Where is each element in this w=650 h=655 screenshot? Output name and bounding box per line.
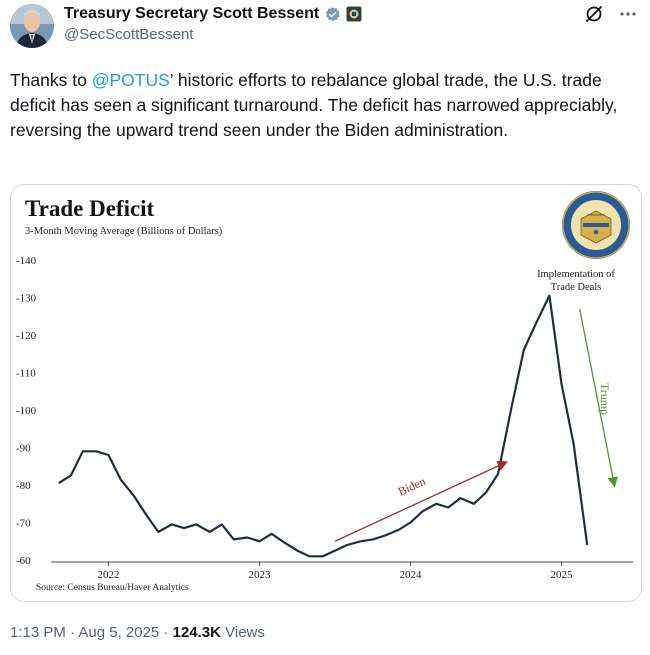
avatar[interactable] <box>10 4 54 48</box>
x-tick-label: 2025 <box>551 569 574 581</box>
tweet-text-start: Thanks to <box>10 70 92 90</box>
views-count: 124.3K <box>172 624 221 641</box>
author-name[interactable]: Treasury Secretary Scott Bessent <box>64 5 363 23</box>
biden-label: Biden <box>396 474 428 499</box>
tweet-meta: 1:13 PM · Aug 5, 2025 · 124.3K Views <box>10 624 265 641</box>
avatar-image <box>10 4 54 48</box>
tweet-text: Thanks to @POTUS’ historic efforts to re… <box>10 68 640 143</box>
chart-image-card[interactable]: Trade Deficit 3-Month Moving Average (Bi… <box>10 184 642 602</box>
y-tick-label: -110 <box>16 368 36 380</box>
chart-source: Source: Census Bureau/Haver Analytics <box>36 583 189 593</box>
y-tick-label: -130 <box>16 293 37 305</box>
author-handle[interactable]: @SecScottBessent <box>64 26 194 43</box>
treasury-affiliation-icon[interactable] <box>346 6 363 22</box>
chart-title: Trade Deficit <box>25 196 155 221</box>
x-tick-label: 2023 <box>249 569 272 581</box>
y-tick-label: -140 <box>16 255 37 267</box>
tweet-text-rest: ’ historic efforts to rebalance global t… <box>10 70 618 140</box>
trump-arrow <box>578 308 618 488</box>
views-label: Views <box>220 624 265 641</box>
x-tick-label: 2024 <box>400 569 423 581</box>
biden-arrow <box>334 461 508 542</box>
y-tick-label: -70 <box>16 518 31 530</box>
mention-link[interactable]: @POTUS <box>91 70 170 90</box>
treasury-seal-icon <box>562 191 630 259</box>
y-tick-label: -60 <box>16 555 31 567</box>
peak-annotation-line1: Implementation of <box>537 269 615 280</box>
trump-label: Trump <box>598 383 612 415</box>
peak-annotation-line2: Trade Deals <box>551 282 602 293</box>
verified-badge-icon[interactable] <box>324 6 341 23</box>
author-name-text[interactable]: Treasury Secretary Scott Bessent <box>64 5 320 22</box>
y-tick-label: -120 <box>16 330 37 342</box>
y-axis: -140 -130 -120 -110 -100 -90 -80 -70 -60 <box>16 255 37 567</box>
series-line <box>58 294 589 558</box>
chart-subtitle: 3-Month Moving Average (Billions of Doll… <box>25 226 223 237</box>
x-axis: 2022 2023 2024 2025 <box>98 562 574 581</box>
more-icon[interactable] <box>618 4 638 29</box>
y-tick-label: -90 <box>16 443 31 455</box>
grok-icon[interactable] <box>584 4 604 29</box>
y-tick-label: -100 <box>16 405 37 417</box>
x-tick-label: 2022 <box>98 569 120 581</box>
tweet-timestamp[interactable]: 1:13 PM · Aug 5, 2025 · <box>10 624 173 641</box>
trade-deficit-chart: Trade Deficit 3-Month Moving Average (Bi… <box>16 191 633 593</box>
y-tick-label: -80 <box>16 480 31 492</box>
